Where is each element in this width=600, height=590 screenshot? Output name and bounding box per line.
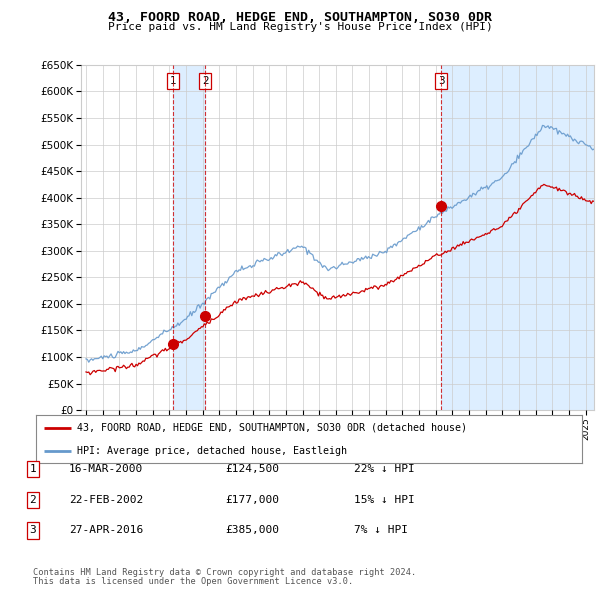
Text: 2: 2 xyxy=(202,76,208,86)
Text: 3: 3 xyxy=(29,526,37,535)
Text: 22-FEB-2002: 22-FEB-2002 xyxy=(69,495,143,504)
Text: 3: 3 xyxy=(438,76,445,86)
Text: 2: 2 xyxy=(29,495,37,504)
Text: 43, FOORD ROAD, HEDGE END, SOUTHAMPTON, SO30 0DR: 43, FOORD ROAD, HEDGE END, SOUTHAMPTON, … xyxy=(108,11,492,24)
Text: 15% ↓ HPI: 15% ↓ HPI xyxy=(354,495,415,504)
Text: £177,000: £177,000 xyxy=(225,495,279,504)
Text: HPI: Average price, detached house, Eastleigh: HPI: Average price, detached house, East… xyxy=(77,446,347,456)
Text: 7% ↓ HPI: 7% ↓ HPI xyxy=(354,526,408,535)
Text: This data is licensed under the Open Government Licence v3.0.: This data is licensed under the Open Gov… xyxy=(33,578,353,586)
Bar xyxy=(441,65,594,410)
Text: 43, FOORD ROAD, HEDGE END, SOUTHAMPTON, SO30 0DR (detached house): 43, FOORD ROAD, HEDGE END, SOUTHAMPTON, … xyxy=(77,423,467,433)
Text: 27-APR-2016: 27-APR-2016 xyxy=(69,526,143,535)
Text: £385,000: £385,000 xyxy=(225,526,279,535)
Text: £124,500: £124,500 xyxy=(225,464,279,474)
Bar xyxy=(173,65,205,410)
Text: 1: 1 xyxy=(29,464,37,474)
Text: 22% ↓ HPI: 22% ↓ HPI xyxy=(354,464,415,474)
Text: Price paid vs. HM Land Registry's House Price Index (HPI): Price paid vs. HM Land Registry's House … xyxy=(107,22,493,32)
Text: 16-MAR-2000: 16-MAR-2000 xyxy=(69,464,143,474)
Text: 1: 1 xyxy=(169,76,176,86)
Text: Contains HM Land Registry data © Crown copyright and database right 2024.: Contains HM Land Registry data © Crown c… xyxy=(33,568,416,577)
